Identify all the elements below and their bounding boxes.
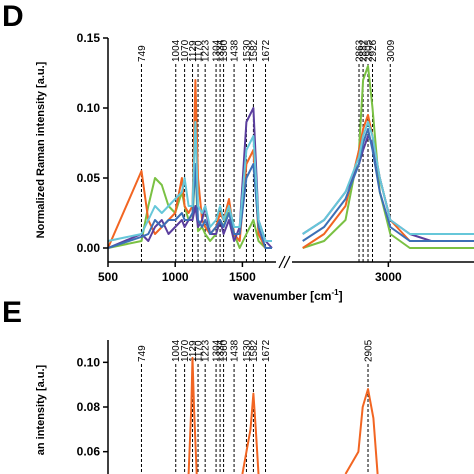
e-peak-label-1004: 1004 [171, 339, 182, 362]
peak-label-1304: 1304 [212, 39, 223, 62]
x-tick-label-3000: 3000 [375, 270, 402, 284]
peak-label-2863: 2863 [355, 39, 366, 62]
panel-d-x-axis-label: wavenumber [cm-1] [232, 288, 342, 303]
e-y-tick-label-0.10: 0.10 [77, 355, 101, 369]
series-0-line-right [302, 65, 474, 249]
panel-label-d: D [2, 0, 24, 33]
e-peak-label-1530: 1530 [242, 339, 253, 362]
e-peak-label-2905: 2905 [364, 339, 375, 362]
e-series-0-peak-1 [241, 392, 260, 474]
y-tick-label-0.05: 0.05 [77, 171, 101, 185]
y-tick-label-0.10: 0.10 [77, 101, 101, 115]
peak-label-2905: 2905 [364, 39, 375, 62]
e-peak-label-1170: 1170 [194, 340, 205, 362]
e-peak-label-1672: 1672 [261, 339, 272, 362]
x-tick-label-1000: 1000 [162, 270, 189, 284]
series-1-line-left [107, 79, 272, 249]
series-3-line-right [302, 128, 474, 242]
panel-e-y-axis-label: an intensity [a.u.] [35, 364, 47, 455]
e-series-0-peak-2 [344, 388, 379, 474]
peak-label-1334: 1334 [216, 39, 227, 62]
peak-label-1438: 1438 [230, 39, 241, 62]
y-tick-label-0.00: 0.00 [77, 241, 101, 255]
e-y-tick-label-0.06: 0.06 [77, 445, 101, 459]
e-peak-label-1582: 1582 [249, 339, 260, 362]
axis-break-mark-2 [283, 255, 291, 269]
e-peak-label-749: 749 [137, 345, 148, 362]
peak-label-3009: 3009 [386, 39, 397, 62]
peak-label-2882: 2882 [359, 39, 370, 62]
e-y-tick-label-0.08: 0.08 [77, 400, 101, 414]
e-series-0-peak-0 [187, 356, 198, 474]
e-peak-label-1334: 1334 [216, 339, 227, 362]
peak-label-1170: 1170 [194, 40, 205, 62]
y-tick-label-0.15: 0.15 [77, 31, 101, 45]
peak-label-1530: 1530 [242, 39, 253, 62]
peak-label-1070: 1070 [180, 39, 191, 62]
peak-label-1223: 1223 [201, 39, 212, 62]
peak-label-1004: 1004 [171, 39, 182, 62]
panel-label-e: E [2, 296, 23, 329]
e-peak-label-1223: 1223 [201, 339, 212, 362]
series-4-line-left [107, 121, 272, 242]
e-peak-label-1438: 1438 [230, 339, 241, 362]
series-3-line-left [107, 163, 272, 249]
axis-break-mark-1 [278, 255, 286, 269]
panel-d-y-axis-label: Normalized Raman intensity [a.u.] [35, 61, 47, 238]
x-tick-label-1500: 1500 [229, 270, 256, 284]
e-peak-label-1304: 1304 [212, 339, 223, 362]
peak-label-1582: 1582 [249, 39, 260, 62]
e-peak-label-1360: 1360 [219, 339, 230, 362]
series-4-line-right [302, 121, 474, 235]
peak-label-1360: 1360 [219, 39, 230, 62]
peak-label-749: 749 [137, 45, 148, 62]
peak-label-2926: 2926 [368, 39, 379, 62]
peak-label-1129: 1129 [188, 40, 199, 62]
e-peak-label-1070: 1070 [180, 339, 191, 362]
peak-label-1672: 1672 [261, 39, 272, 62]
e-peak-label-1129: 1129 [188, 340, 199, 362]
x-tick-label-500: 500 [98, 270, 118, 284]
